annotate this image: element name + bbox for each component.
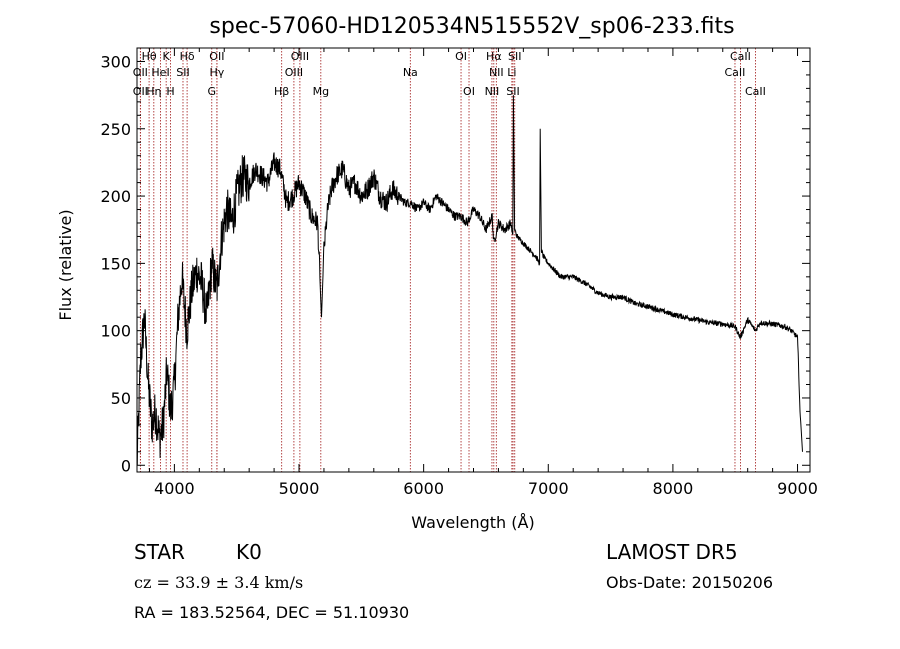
x-tick-label-5: 9000 bbox=[777, 479, 818, 498]
y-tick-label-6: 300 bbox=[100, 52, 131, 71]
x-tick-label-0: 4000 bbox=[154, 479, 195, 498]
line-label-15: NII bbox=[489, 66, 504, 79]
line-label-5: OI bbox=[455, 50, 467, 63]
line-label-3: OII bbox=[209, 50, 224, 63]
line-label-17: CaII bbox=[725, 66, 746, 79]
redshift-line: cz = 33.9 ± 3.4 km/s bbox=[134, 573, 304, 592]
line-label-24: OI bbox=[463, 85, 475, 98]
line-label-16: Li bbox=[507, 66, 516, 79]
line-label-10: HeI bbox=[151, 66, 169, 79]
y-tick-label-2: 100 bbox=[100, 322, 131, 341]
line-label-26: SII bbox=[506, 85, 519, 98]
line-label-13: OIII bbox=[285, 66, 303, 79]
y-tick-label-3: 150 bbox=[100, 254, 131, 273]
y-axis-label: Flux (relative) bbox=[56, 209, 75, 320]
survey-name: LAMOST DR5 bbox=[606, 540, 738, 564]
line-label-27: CaII bbox=[745, 85, 766, 98]
line-label-1: K bbox=[163, 50, 171, 63]
line-label-22: Hβ bbox=[274, 85, 289, 98]
x-tick-label-3: 7000 bbox=[528, 479, 569, 498]
line-label-19: Hη bbox=[146, 85, 161, 98]
x-tick-label-4: 8000 bbox=[653, 479, 694, 498]
object-subclass: K0 bbox=[236, 540, 262, 564]
y-tick-label-0: 0 bbox=[121, 456, 131, 475]
line-label-14: Na bbox=[403, 66, 418, 79]
object-class: STAR bbox=[134, 540, 185, 564]
line-label-4: OIII bbox=[291, 50, 309, 63]
line-label-7: SII bbox=[508, 50, 521, 63]
line-label-25: NII bbox=[485, 85, 500, 98]
plot-frame bbox=[136, 47, 811, 473]
chart-title: spec-57060-HD120534N515552V_sp06-233.fit… bbox=[209, 14, 734, 39]
x-tick-label-1: 5000 bbox=[279, 479, 320, 498]
y-tick-label-4: 200 bbox=[100, 187, 131, 206]
x-axis-label: Wavelength (Å) bbox=[411, 513, 534, 532]
axis-ticks: 4000 5000 6000 7000 8000 9000 0 50 100 150 200 250 3… bbox=[100, 48, 818, 498]
y-tick-label-1: 50 bbox=[111, 389, 131, 408]
line-label-12: Hγ bbox=[209, 66, 224, 79]
line-label-11: SII bbox=[176, 66, 189, 79]
line-label-6: Hα bbox=[486, 50, 502, 63]
x-tick-label-2: 6000 bbox=[403, 479, 444, 498]
line-label-21: G bbox=[208, 85, 217, 98]
y-tick-label-5: 250 bbox=[100, 120, 131, 139]
obs-date: Obs-Date: 20150206 bbox=[606, 573, 774, 592]
line-label-23: Mg bbox=[313, 85, 329, 98]
spectrum-line bbox=[136, 95, 803, 466]
spectrum-series bbox=[136, 95, 803, 466]
line-label-0: Hθ bbox=[142, 50, 157, 63]
line-label-20: H bbox=[166, 85, 174, 98]
line-label-2: Hδ bbox=[180, 50, 195, 63]
coordinates: RA = 183.52564, DEC = 51.10930 bbox=[134, 603, 410, 622]
line-label-8: CaII bbox=[730, 50, 751, 63]
